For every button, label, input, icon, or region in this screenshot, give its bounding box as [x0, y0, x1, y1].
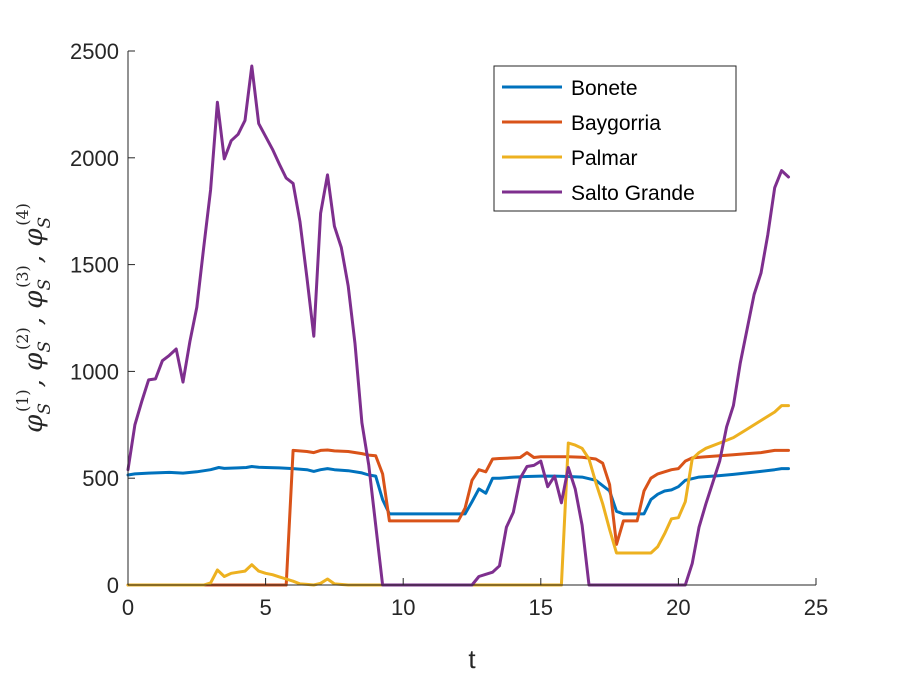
y-tick-label: 1000 — [70, 359, 119, 384]
legend-label: Palmar — [571, 147, 638, 170]
ylabel-superscript: (2) — [13, 327, 32, 350]
ylabel-symbol: φ — [19, 414, 49, 433]
ylabel-superscript: (4) — [13, 203, 32, 226]
ylabel-subscript: S — [35, 217, 55, 229]
ylabel-separator: , — [19, 309, 49, 326]
y-axis-label-text: φS(1), φS(2), φS(3), φS(4) — [13, 203, 55, 433]
series-line-baygorria — [126, 448, 790, 587]
x-tick-label: 10 — [391, 595, 415, 620]
legend-label: Bonete — [571, 77, 638, 100]
x-axis-label: t — [468, 644, 476, 674]
x-tick-label: 0 — [122, 595, 134, 620]
ylabel-subscript: S — [35, 341, 55, 353]
axes — [127, 51, 816, 586]
y-tick-label: 2000 — [70, 146, 119, 171]
legend: Bonete Baygorria Palmar Salto Grande — [493, 65, 737, 212]
y-tick-label: 1500 — [70, 253, 119, 278]
ylabel-separator: , — [19, 371, 49, 388]
ylabel-symbol: φ — [19, 290, 49, 309]
ylabel-separator: , — [19, 247, 49, 264]
x-tick-label: 15 — [529, 595, 553, 620]
ylabel-subscript: S — [35, 403, 55, 415]
ylabel-subscript: S — [35, 279, 55, 291]
x-tick-label: 5 — [259, 595, 271, 620]
legend-label: Baygorria — [571, 112, 661, 135]
x-ticks: 0 5 10 15 20 25 — [122, 578, 828, 620]
y-tick-label: 500 — [82, 466, 119, 491]
legend-box — [493, 65, 737, 212]
ylabel-superscript: (3) — [13, 265, 32, 288]
legend-label: Salto Grande — [571, 182, 695, 205]
ylabel-symbol: φ — [19, 352, 49, 371]
x-tick-label: 25 — [804, 595, 828, 620]
y-tick-label: 0 — [107, 573, 119, 598]
y-ticks: 0 500 1000 1500 2000 2500 — [70, 39, 135, 598]
y-tick-label: 2500 — [70, 39, 119, 64]
y-axis-label: φS(1), φS(2), φS(3), φS(4) — [13, 203, 55, 433]
ylabel-superscript: (1) — [13, 389, 32, 412]
x-tick-label: 20 — [666, 595, 690, 620]
ylabel-symbol: φ — [19, 228, 49, 247]
